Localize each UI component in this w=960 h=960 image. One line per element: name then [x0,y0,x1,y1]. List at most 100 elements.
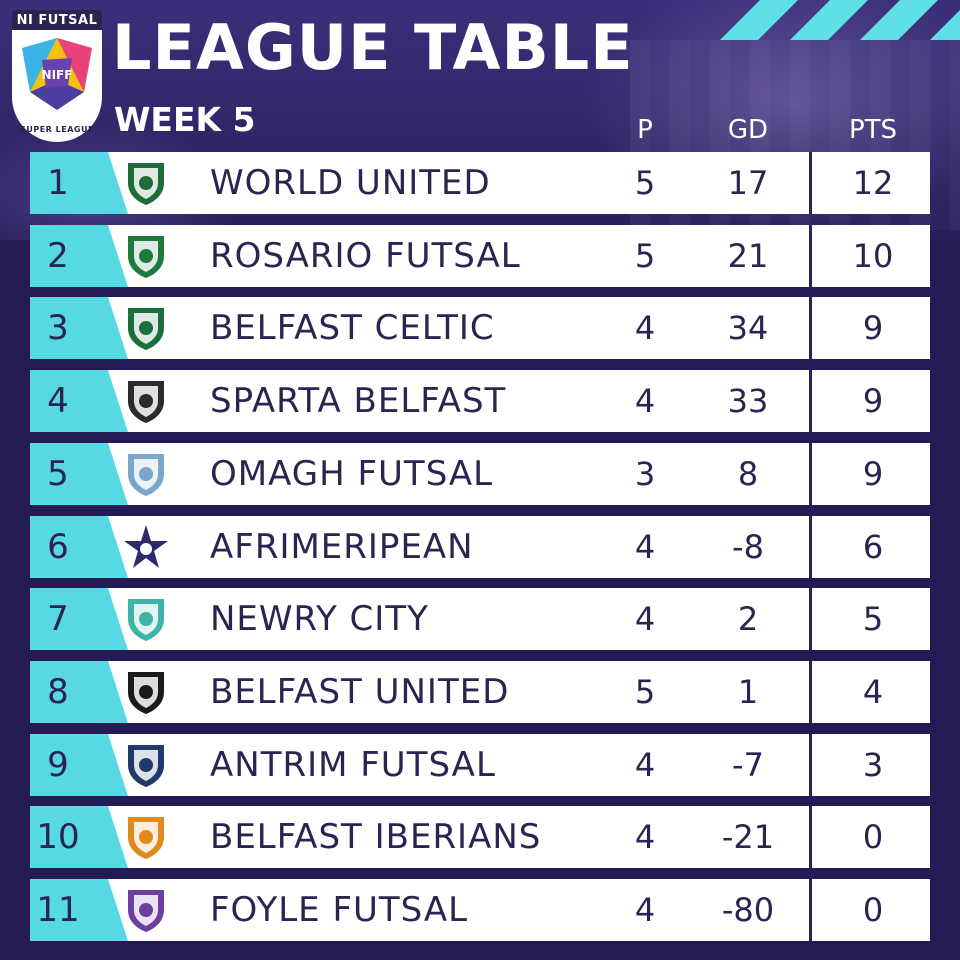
goal-difference-value: 33 [727,382,769,420]
played-value: 4 [634,746,656,784]
position-tab: 8 [30,661,128,723]
newry-city-crest-icon [122,595,170,643]
played-value: 4 [634,309,656,347]
logo-top-text: NI FUTSAL [12,10,102,32]
niff-emblem-icon: NIFF [22,38,92,110]
goal-difference-value: -7 [732,746,764,784]
table-row: 7 NEWRY CITY 4 2 5 [30,588,930,650]
position-tab: 1 [30,152,128,214]
position-tab: 2 [30,225,128,287]
world-united-crest-icon [122,159,170,207]
position-number: 8 [47,672,69,712]
column-divider [809,297,812,359]
position-tab: 9 [30,734,128,796]
foyle-futsal-crest-icon [122,886,170,934]
column-divider [809,370,812,432]
team-name: BELFAST IBERIANS [210,817,542,857]
played-value: 4 [634,528,656,566]
decorative-stripes [700,0,960,40]
column-divider [809,879,812,941]
position-tab: 3 [30,297,128,359]
position-number: 4 [47,381,69,421]
points-value: 5 [862,600,884,638]
team-name: ROSARIO FUTSAL [210,236,521,276]
position-tab: 7 [30,588,128,650]
points-value: 9 [862,309,884,347]
played-value: 4 [634,891,656,929]
sparta-belfast-crest-icon [122,377,170,425]
position-tab: 6 [30,516,128,578]
logo-bottom-text: SUPER LEAGUE [20,125,94,134]
team-name: FOYLE FUTSAL [210,890,469,930]
position-number: 7 [47,599,69,639]
position-tab: 4 [30,370,128,432]
table-row: 9 ANTRIM FUTSAL 4 -7 3 [30,734,930,796]
points-value: 9 [862,455,884,493]
team-name: AFRIMERIPEAN [210,527,474,567]
position-number: 10 [36,817,80,857]
points-value: 10 [852,237,894,275]
column-divider [809,588,812,650]
played-value: 4 [634,818,656,856]
points-value: 3 [862,746,884,784]
table-row: 5 OMAGH FUTSAL 3 8 9 [30,443,930,505]
played-value: 4 [634,382,656,420]
rosario-futsal-crest-icon [122,232,170,280]
team-name: BELFAST CELTIC [210,308,495,348]
goal-difference-value: 1 [737,673,759,711]
belfast-celtic-crest-icon [122,304,170,352]
played-value: 4 [634,600,656,638]
antrim-futsal-crest-icon [122,741,170,789]
team-name: WORLD UNITED [210,163,491,203]
column-divider [809,225,812,287]
column-divider [809,661,812,723]
position-number: 5 [47,454,69,494]
goal-difference-value: -80 [721,891,775,929]
played-value: 5 [634,237,656,275]
position-tab: 11 [30,879,128,941]
position-number: 2 [47,236,69,276]
week-label: WEEK 5 [114,100,256,139]
played-value: 5 [634,673,656,711]
table-row: 1 WORLD UNITED 5 17 12 [30,152,930,214]
logo-center-text: NIFF [42,68,73,82]
goal-difference-value: 17 [727,164,769,202]
table-row: 10 BELFAST IBERIANS 4 -21 0 [30,806,930,868]
team-name: OMAGH FUTSAL [210,454,494,494]
points-value: 4 [862,673,884,711]
position-number: 9 [47,745,69,785]
points-value: 12 [852,164,894,202]
column-divider [809,806,812,868]
belfast-united-crest-icon [122,668,170,716]
position-number: 11 [36,890,80,930]
column-header-goal-difference: GD [727,115,769,145]
position-number: 6 [47,527,69,567]
team-name: SPARTA BELFAST [210,381,507,421]
column-divider [809,152,812,214]
table-row: 6 AFRIMERIPEAN 4 -8 6 [30,516,930,578]
played-value: 3 [634,455,656,493]
belfast-iberians-crest-icon [122,813,170,861]
goal-difference-value: 2 [737,600,759,638]
position-number: 1 [47,163,69,203]
column-divider [809,734,812,796]
points-value: 6 [862,528,884,566]
goal-difference-value: -21 [721,818,775,856]
column-header-played: P [637,115,653,145]
goal-difference-value: 34 [727,309,769,347]
table-row: 4 SPARTA BELFAST 4 33 9 [30,370,930,432]
position-tab: 5 [30,443,128,505]
position-tab: 10 [30,806,128,868]
team-name: ANTRIM FUTSAL [210,745,496,785]
omagh-futsal-crest-icon [122,450,170,498]
table-row: 11 FOYLE FUTSAL 4 -80 0 [30,879,930,941]
table-row: 8 BELFAST UNITED 5 1 4 [30,661,930,723]
points-value: 9 [862,382,884,420]
column-divider [809,516,812,578]
team-name: BELFAST UNITED [210,672,510,712]
goal-difference-value: 21 [727,237,769,275]
column-divider [809,443,812,505]
afrimeripean-star-icon [122,523,170,571]
points-value: 0 [862,818,884,856]
points-value: 0 [862,891,884,929]
